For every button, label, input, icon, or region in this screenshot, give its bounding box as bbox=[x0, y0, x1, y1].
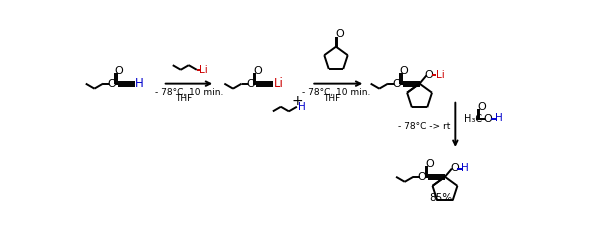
Text: +: + bbox=[292, 94, 304, 108]
Text: O: O bbox=[253, 66, 262, 75]
Text: - 78°C -> rt: - 78°C -> rt bbox=[398, 122, 451, 131]
Text: O: O bbox=[246, 79, 255, 89]
Text: H: H bbox=[135, 77, 143, 90]
Text: H₃C: H₃C bbox=[464, 114, 482, 124]
Text: H: H bbox=[461, 163, 469, 173]
Text: Li: Li bbox=[436, 70, 445, 80]
Text: THF: THF bbox=[175, 94, 192, 103]
Text: - 78°C, 10 min.: - 78°C, 10 min. bbox=[155, 88, 223, 97]
Text: H: H bbox=[494, 113, 502, 123]
Text: Li: Li bbox=[274, 77, 284, 90]
Text: O: O bbox=[418, 172, 427, 182]
Text: H: H bbox=[298, 102, 305, 112]
Text: O: O bbox=[335, 29, 344, 39]
Text: O: O bbox=[484, 114, 493, 125]
Text: O: O bbox=[477, 102, 486, 112]
Text: O: O bbox=[400, 66, 409, 75]
Text: O: O bbox=[392, 79, 401, 89]
Text: 85%: 85% bbox=[430, 193, 452, 203]
Text: THF: THF bbox=[323, 94, 340, 103]
Text: - 78°C, 10 min.: - 78°C, 10 min. bbox=[302, 88, 370, 97]
Text: O: O bbox=[115, 66, 124, 75]
Text: O: O bbox=[450, 163, 459, 173]
Text: Li: Li bbox=[199, 65, 207, 75]
Text: O: O bbox=[425, 70, 434, 80]
Text: O: O bbox=[107, 79, 116, 89]
Text: O: O bbox=[425, 159, 434, 169]
